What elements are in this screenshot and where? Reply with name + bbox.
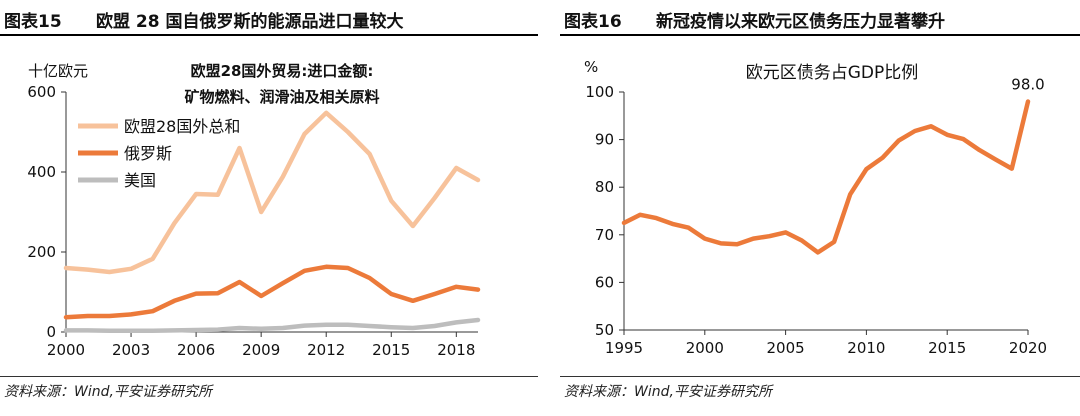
right-figure-panel: 图表16 新冠疫情以来欧元区债务压力显著攀升 % 欧元区债务占GDP比例 50 6… <box>560 0 1080 416</box>
chartL-x-tick-label: 2000 <box>47 341 85 359</box>
left-figure-label: 图表15 <box>4 12 62 32</box>
left-source-footer: 资料来源：Wind,平安证券研究所 <box>0 376 538 400</box>
right-chart: % 欧元区债务占GDP比例 50 60 70 80 90 100 1995 2000 2005 2… <box>584 58 1047 357</box>
chartR-x-tick-label: 2020 <box>1009 339 1047 357</box>
chartL-x-tick-label: 2006 <box>177 341 215 359</box>
left-chart: 十亿欧元 欧盟28国外贸易:进口金额: 矿物燃料、润滑油及相关原料 0 200 40… <box>27 62 481 359</box>
chartL-y-tick-label: 400 <box>27 163 56 181</box>
right-figure-label: 图表16 <box>564 12 622 32</box>
chartL-y-tick-label: 600 <box>27 83 56 101</box>
left-figure-panel: 图表15 欧盟 28 国自俄罗斯的能源品进口量较大 十亿欧元 欧盟28国外贸易:… <box>0 0 538 416</box>
chartL-x-tick-label: 2003 <box>112 341 150 359</box>
chartL-series-line-1 <box>63 110 481 275</box>
right-source-footer: 资料来源：Wind,平安证券研究所 <box>560 376 1080 400</box>
right-chart-title: 欧元区债务占GDP比例 <box>746 63 919 83</box>
chartR-y-tick-label: 70 <box>595 226 614 244</box>
chartR-x-tick-label: 2000 <box>686 339 724 357</box>
chartL-y-tick-label: 200 <box>27 243 56 261</box>
chartL-x-tick-label: 2018 <box>437 341 475 359</box>
chartR-x-tick-label: 1995 <box>605 339 643 357</box>
chartR-series-line-1 <box>621 99 1031 255</box>
right-y-unit: % <box>584 58 598 76</box>
left-figure-title: 欧盟 28 国自俄罗斯的能源品进口量较大 <box>96 12 404 32</box>
chartR-y-tick-label: 100 <box>585 83 614 101</box>
left-y-unit: 十亿欧元 <box>28 62 88 80</box>
left-chart-subtitle: 矿物燃料、润滑油及相关原料 <box>184 88 379 106</box>
chartR-x-tick-label: 2015 <box>928 339 966 357</box>
chartR-x-tick-label: 2010 <box>847 339 885 357</box>
right-value-annotation: 98.0 <box>1011 76 1044 94</box>
right-figure-header: 图表16 新冠疫情以来欧元区债务压力显著攀升 <box>560 2 1080 36</box>
left-chart-title: 欧盟28国外贸易:进口金额: <box>191 62 374 80</box>
left-figure-header: 图表15 欧盟 28 国自俄罗斯的能源品进口量较大 <box>0 2 538 36</box>
left-legend-label-3: 美国 <box>124 171 156 190</box>
chartL-x-tick-label: 2015 <box>372 341 410 359</box>
chartR-y-tick-label: 90 <box>595 131 614 149</box>
left-source-note: 资料来源：Wind,平安证券研究所 <box>4 384 212 400</box>
chartL-series-line-2 <box>63 264 481 320</box>
chartL-x-tick-label: 2009 <box>242 341 280 359</box>
chartR-y-tick-label: 50 <box>595 321 614 339</box>
chartL-x-tick-label: 2012 <box>307 341 345 359</box>
right-source-note: 资料来源：Wind,平安证券研究所 <box>564 384 772 400</box>
chartL-series-line-3 <box>63 317 481 334</box>
right-figure-title: 新冠疫情以来欧元区债务压力显著攀升 <box>656 12 945 32</box>
left-legend-label-2: 俄罗斯 <box>124 144 172 163</box>
chartL-y-tick-label: 0 <box>46 323 56 341</box>
chartR-x-tick-label: 2005 <box>767 339 805 357</box>
left-legend-label-1: 欧盟28国外总和 <box>124 117 240 136</box>
chartR-y-tick-label: 80 <box>595 178 614 196</box>
chartR-y-tick-label: 60 <box>595 273 614 291</box>
